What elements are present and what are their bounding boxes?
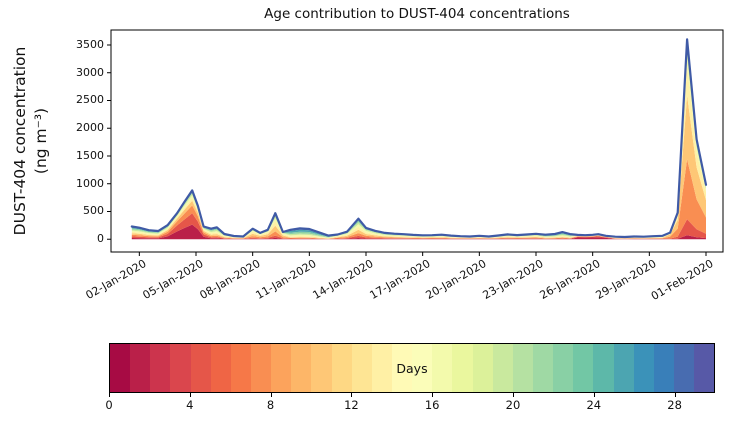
colorbar-segment — [371, 344, 392, 392]
y-tick-label: 0 — [97, 232, 104, 246]
colorbar-segment — [331, 344, 352, 392]
colorbar-segment — [230, 344, 251, 392]
colorbar-segment — [190, 344, 211, 392]
colorbar-tick — [513, 393, 514, 397]
colorbar-segment — [412, 344, 433, 392]
chart-title: Age contribution to DUST-404 concentrati… — [264, 6, 570, 22]
colorbar-tick-label: 12 — [344, 398, 359, 412]
colorbar-tick — [189, 393, 191, 397]
plot-border — [110, 29, 724, 253]
colorbar-segment — [573, 344, 594, 392]
total-concentration-line — [130, 38, 708, 239]
y-tick-label: 1500 — [76, 148, 104, 162]
age-bin-area-0-3days — [131, 224, 707, 240]
colorbar-segment — [633, 344, 654, 392]
age-bin-area-12-15days — [131, 65, 707, 239]
colorbar-tick — [351, 393, 353, 397]
colorbar-tick — [432, 393, 434, 397]
colorbar-tick — [270, 393, 272, 397]
colorbar-segment — [351, 344, 372, 392]
age-bin-area-27-30days — [131, 39, 707, 238]
colorbar-segment — [512, 344, 533, 392]
colorbar-tick-label: 28 — [667, 398, 682, 412]
age-bin-area-9-12days — [131, 95, 707, 239]
colorbar-tick — [593, 393, 595, 397]
colorbar-segment — [210, 344, 231, 392]
colorbar-tick-label: 8 — [266, 398, 275, 412]
colorbar-segment — [673, 344, 695, 392]
colorbar-tick-label: 0 — [105, 398, 113, 412]
colorbar-tick-label: 24 — [586, 398, 602, 412]
colorbar-tick-label: 4 — [186, 398, 194, 412]
colorbar-segment — [291, 344, 312, 392]
age-bin-area-21-24days — [131, 45, 707, 238]
colorbar-tick — [109, 393, 110, 397]
y-tick-label: 3000 — [76, 65, 104, 79]
colorbar-segment — [250, 344, 272, 392]
colorbar-segment — [553, 344, 574, 392]
colorbar-segment — [532, 344, 554, 392]
colorbar-segment — [391, 344, 413, 392]
age-bin-area-15-18days — [131, 55, 707, 239]
y-tick-label: 3500 — [76, 37, 104, 51]
age-bin-area-3-6days — [131, 213, 707, 240]
colorbar-segment — [110, 344, 131, 392]
age-bin-area-24-27days — [131, 41, 707, 238]
y-tick-label: 2000 — [76, 121, 104, 135]
colorbar-tick-label: 20 — [505, 398, 521, 412]
colorbar-segment — [150, 344, 171, 392]
colorbar-segment — [593, 344, 614, 392]
colorbar-segment — [271, 344, 292, 392]
colorbar-segment — [472, 344, 493, 392]
colorbar-segment — [492, 344, 513, 392]
colorbar-tick — [674, 393, 676, 397]
colorbar-segment — [613, 344, 634, 392]
colorbar-segment — [170, 344, 191, 392]
y-tick-label: 2500 — [76, 93, 104, 107]
y-tick-label: 1000 — [76, 176, 104, 190]
age-bin-area-18-21days — [131, 49, 707, 238]
colorbar-segment — [432, 344, 453, 392]
colorbar-segment — [130, 344, 151, 392]
colorbar-segment — [653, 344, 674, 392]
colorbar — [109, 343, 715, 393]
colorbar-segment — [694, 344, 715, 392]
colorbar-segment — [452, 344, 473, 392]
y-tick-label: 500 — [83, 204, 104, 218]
colorbar-tick-label: 16 — [424, 398, 440, 412]
colorbar-segment — [311, 344, 332, 392]
